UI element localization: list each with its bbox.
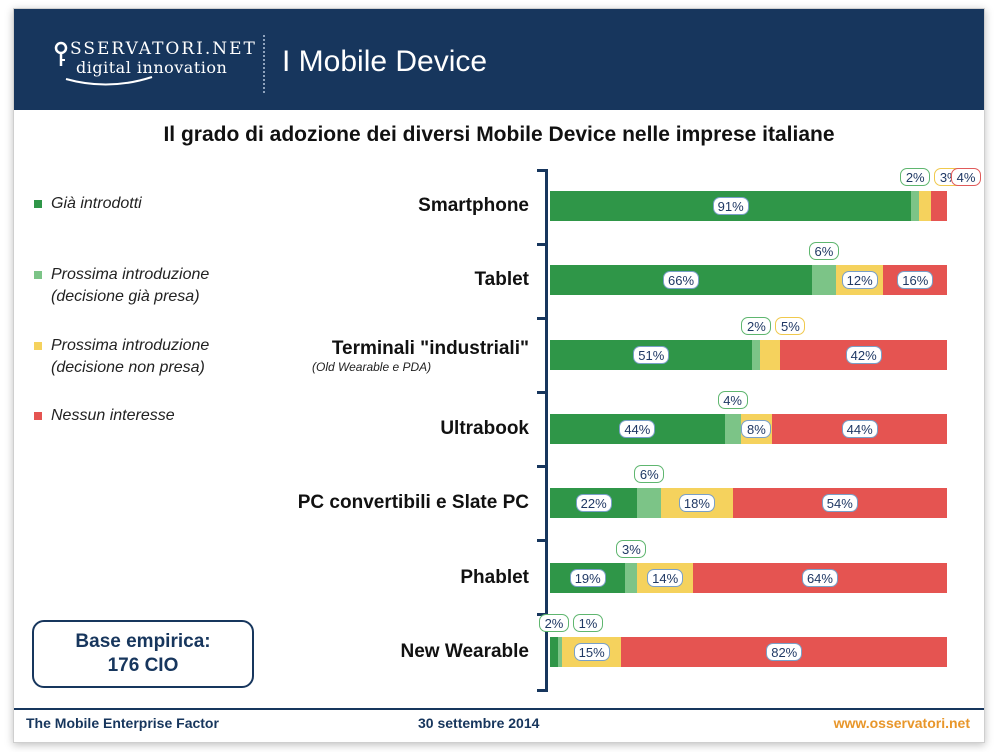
footer-date: 30 settembre 2014 xyxy=(418,715,540,731)
legend-item: Prossima introduzione (decisione non pres… xyxy=(34,335,209,379)
data-label: 15% xyxy=(573,642,610,661)
bar-segment xyxy=(625,562,638,593)
data-label: 54% xyxy=(821,494,858,513)
bar-segment xyxy=(724,413,741,444)
category-label: PC convertibili e Slate PC xyxy=(297,492,529,514)
data-label: 14% xyxy=(647,568,684,587)
axis-tick xyxy=(537,391,548,394)
data-label: 4% xyxy=(717,390,748,409)
data-label: 44% xyxy=(619,419,656,438)
bar-segment xyxy=(637,488,662,519)
axis-tick xyxy=(537,169,548,172)
data-label: 42% xyxy=(845,345,882,364)
data-label: 51% xyxy=(633,345,670,364)
axis-tick xyxy=(537,243,548,246)
bar-segment xyxy=(911,191,920,221)
legend-swatch xyxy=(34,342,42,350)
data-label: 64% xyxy=(801,568,838,587)
page-title: I Mobile Device xyxy=(282,45,488,78)
data-label: 2% xyxy=(741,316,772,335)
data-label: 8% xyxy=(741,419,772,438)
data-label: 3% xyxy=(616,539,647,558)
bar-segment xyxy=(557,636,562,667)
header-divider xyxy=(263,35,265,93)
legend-label: Nessun interesse xyxy=(51,407,175,424)
data-label: 1% xyxy=(572,613,603,632)
legend-item: Nessun interesse xyxy=(34,405,175,427)
data-label: 18% xyxy=(678,494,715,513)
data-label: 19% xyxy=(569,568,606,587)
legend-item: Prossima introduzione (decisione già pres… xyxy=(34,264,209,308)
slide: SSERVATORI.NET digital innovation I Mobi… xyxy=(13,8,985,743)
data-label: 2% xyxy=(538,613,569,632)
base-box-line1: Base empirica: xyxy=(75,631,211,652)
axis-tick xyxy=(537,539,548,542)
legend-label: (decisione già presa) xyxy=(51,288,200,305)
logo-tagline: digital innovation xyxy=(76,58,228,77)
bar-segment xyxy=(550,636,558,667)
data-label: 22% xyxy=(575,494,612,513)
legend-item: Già introdotti xyxy=(34,193,142,215)
footer-divider xyxy=(14,708,984,710)
legend-label: (decisione non presa) xyxy=(51,359,205,376)
data-label: 16% xyxy=(897,271,934,290)
logo-text: SSERVATORI.NET xyxy=(70,39,257,59)
chart-title: Il grado di adozione dei diversi Mobile … xyxy=(163,123,835,146)
bar-segment xyxy=(812,265,836,296)
category-sublabel: (Old Wearable e PDA) xyxy=(312,359,432,374)
bar-segment xyxy=(919,191,932,221)
bar-segment xyxy=(752,339,761,370)
bar-segment xyxy=(931,191,947,221)
base-box-line2: 176 CIO xyxy=(107,655,179,676)
logo-swoosh-icon xyxy=(65,76,153,86)
footer-event: The Mobile Enterprise Factor xyxy=(26,715,219,731)
category-label: Terminali "industriali" xyxy=(331,337,529,359)
data-label: 66% xyxy=(663,271,699,290)
data-label: 91% xyxy=(712,197,749,215)
legend-swatch xyxy=(34,271,42,279)
footer-website-link[interactable]: www.osservatori.net xyxy=(833,715,970,731)
legend-label: Già introdotti xyxy=(51,195,142,212)
data-label: 4% xyxy=(951,168,981,186)
data-label: 6% xyxy=(634,465,665,484)
data-label: 12% xyxy=(841,271,878,290)
category-label: Phablet xyxy=(460,566,529,588)
axis-tick xyxy=(537,689,548,692)
category-label: New Wearable xyxy=(400,640,529,662)
data-label: 44% xyxy=(841,419,878,438)
data-label: 2% xyxy=(900,168,931,186)
header-bar: SSERVATORI.NET digital innovation I Mobi… xyxy=(14,9,984,110)
legend-swatch xyxy=(34,200,42,208)
category-label: Tablet xyxy=(474,269,529,291)
legend-swatch xyxy=(34,412,42,420)
legend-label: Prossima introduzione xyxy=(51,266,210,283)
axis-tick xyxy=(537,317,548,320)
axis-tick xyxy=(537,465,548,468)
category-label: Smartphone xyxy=(418,195,529,216)
category-label: Ultrabook xyxy=(440,417,529,439)
bar-segment xyxy=(760,339,781,370)
logo-pin-icon xyxy=(54,41,68,66)
base-empirica-box: Base empirica: 176 CIO xyxy=(32,620,254,688)
data-label: 6% xyxy=(808,242,839,261)
data-label: 5% xyxy=(775,316,806,335)
data-label: 82% xyxy=(766,642,803,661)
category-axis xyxy=(545,169,548,691)
legend-label: Prossima introduzione xyxy=(51,337,210,354)
